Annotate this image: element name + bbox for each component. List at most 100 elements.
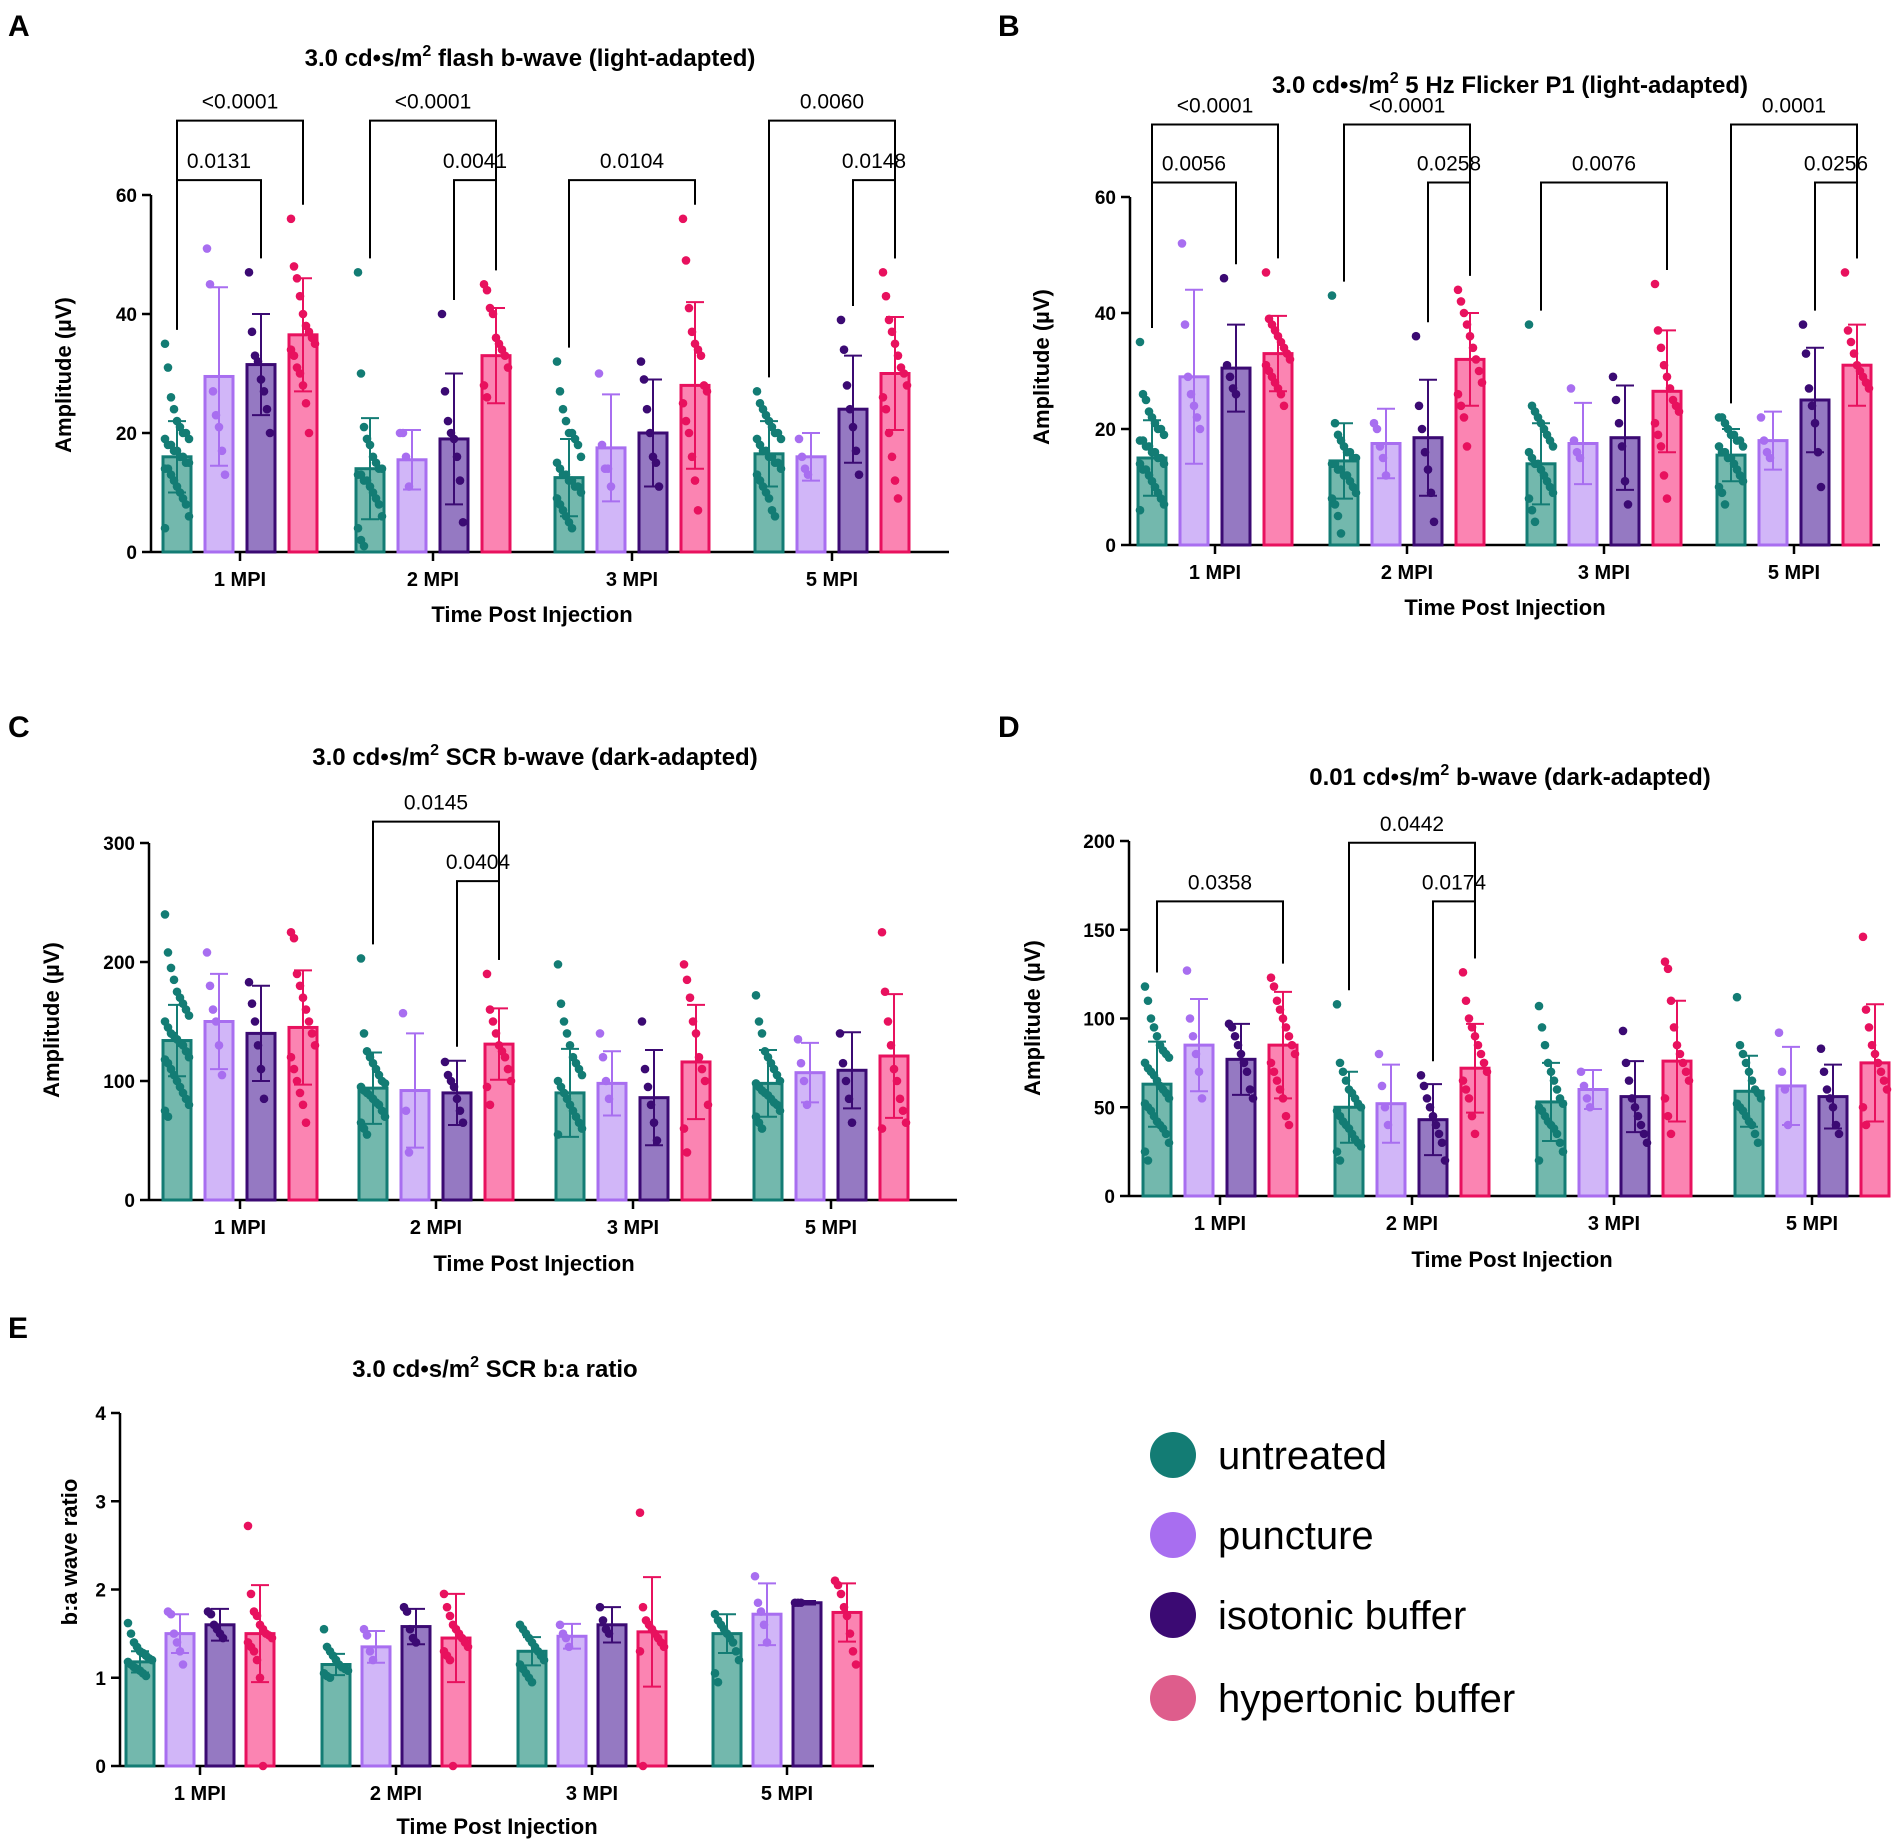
panel-a: A 3.0 cd•s/m2 flash b-wave (light-adapte… bbox=[8, 10, 949, 627]
p-value-label: 0.0076 bbox=[1572, 153, 1636, 176]
data-point bbox=[697, 1064, 707, 1074]
data-point bbox=[1552, 1129, 1562, 1139]
data-point bbox=[841, 1076, 851, 1086]
data-point bbox=[884, 428, 894, 438]
data-point bbox=[691, 1029, 701, 1038]
x-tick-label: 1 MPI bbox=[214, 569, 266, 591]
data-point bbox=[794, 434, 804, 444]
significance-bracket bbox=[1432, 900, 1476, 1062]
data-point bbox=[220, 470, 230, 479]
data-point bbox=[298, 309, 308, 319]
data-point bbox=[1639, 1129, 1649, 1139]
p-value-label: 0.0442 bbox=[1380, 813, 1444, 836]
data-point bbox=[1527, 505, 1537, 515]
panel-d: D 0.01 cd•s/m2 b-wave (dark-adapted) Amp… bbox=[998, 711, 1892, 1272]
data-point bbox=[1558, 1147, 1568, 1156]
data-point bbox=[845, 1629, 855, 1638]
data-point bbox=[292, 969, 302, 979]
data-point bbox=[1149, 1023, 1159, 1032]
x-tick-label: 3 MPI bbox=[1588, 1213, 1640, 1235]
data-point bbox=[893, 351, 903, 360]
data-point bbox=[576, 452, 586, 462]
data-point bbox=[1422, 1094, 1432, 1103]
data-point bbox=[265, 428, 275, 438]
data-point bbox=[1882, 1085, 1892, 1094]
data-point bbox=[1681, 1067, 1691, 1077]
data-point bbox=[411, 1638, 421, 1647]
data-point bbox=[1411, 331, 1421, 341]
data-point bbox=[1459, 413, 1469, 422]
data-point bbox=[1141, 395, 1151, 405]
data-point bbox=[1747, 1076, 1757, 1085]
x-tick-label: 2 MPI bbox=[407, 569, 459, 591]
data-point bbox=[1269, 982, 1279, 991]
data-point bbox=[1576, 1067, 1586, 1077]
p-value-label: <0.0001 bbox=[202, 91, 279, 114]
data-point bbox=[681, 416, 691, 426]
data-point bbox=[682, 1148, 692, 1157]
bar-puncture bbox=[360, 1645, 392, 1768]
data-point bbox=[556, 999, 566, 1008]
data-point bbox=[1182, 966, 1192, 975]
data-point bbox=[1191, 1049, 1201, 1059]
data-point bbox=[793, 1035, 803, 1044]
panel-letter: D bbox=[998, 711, 1020, 744]
data-point bbox=[1546, 1067, 1556, 1077]
data-point bbox=[1476, 1049, 1486, 1059]
panel-b: B 3.0 cd•s/m2 5 Hz Flicker P1 (light-ada… bbox=[998, 10, 1880, 620]
data-point bbox=[1756, 413, 1766, 422]
data-point bbox=[1383, 1120, 1393, 1130]
data-point bbox=[1753, 1138, 1763, 1148]
data-point bbox=[848, 1646, 858, 1656]
data-point bbox=[797, 452, 807, 462]
data-point bbox=[775, 1106, 785, 1116]
data-point bbox=[448, 1761, 458, 1771]
legend-label-hypertonic-buffer: hypertonic buffer bbox=[1218, 1677, 1515, 1721]
data-point bbox=[890, 476, 900, 485]
data-point bbox=[169, 975, 179, 985]
data-point bbox=[753, 1598, 763, 1608]
data-point bbox=[295, 369, 305, 378]
data-point bbox=[1356, 1142, 1366, 1151]
data-point bbox=[259, 387, 269, 396]
data-point bbox=[839, 345, 849, 355]
data-point bbox=[1474, 366, 1484, 376]
data-point bbox=[256, 375, 266, 384]
data-point bbox=[244, 977, 254, 987]
significance-bracket bbox=[1814, 181, 1858, 311]
data-point bbox=[1279, 401, 1289, 411]
data-point bbox=[1867, 1040, 1877, 1050]
data-point bbox=[1245, 1085, 1255, 1094]
data-point bbox=[902, 381, 912, 390]
data-point bbox=[1275, 1085, 1285, 1094]
data-point bbox=[565, 1041, 575, 1050]
data-point bbox=[1425, 1102, 1435, 1112]
data-point bbox=[555, 1620, 565, 1630]
data-point bbox=[458, 1118, 468, 1127]
legend-swatch-isotonic-buffer bbox=[1150, 1592, 1196, 1638]
y-tick-label: 50 bbox=[1094, 1098, 1115, 1119]
data-point bbox=[1819, 1067, 1829, 1077]
legend-swatch-untreated bbox=[1150, 1432, 1196, 1478]
data-point bbox=[1473, 1040, 1483, 1050]
data-point bbox=[1650, 418, 1660, 428]
data-point bbox=[1569, 436, 1579, 445]
data-point bbox=[380, 1112, 390, 1121]
data-point bbox=[1189, 401, 1199, 411]
data-point bbox=[1417, 424, 1427, 434]
x-tick-label: 1 MPI bbox=[174, 1783, 226, 1805]
y-tick-label: 60 bbox=[1095, 188, 1116, 209]
data-point bbox=[1738, 1049, 1748, 1059]
x-tick-label: 5 MPI bbox=[1786, 1213, 1838, 1235]
data-point bbox=[1575, 453, 1585, 463]
data-point bbox=[1266, 1058, 1276, 1068]
data-point bbox=[1281, 1023, 1291, 1032]
data-point bbox=[488, 1017, 498, 1026]
data-point bbox=[362, 1631, 372, 1640]
data-point bbox=[796, 1598, 806, 1608]
x-tick-label: 5 MPI bbox=[805, 1217, 857, 1239]
data-point bbox=[380, 1079, 390, 1088]
data-point bbox=[836, 1589, 846, 1599]
data-point bbox=[1656, 343, 1666, 353]
